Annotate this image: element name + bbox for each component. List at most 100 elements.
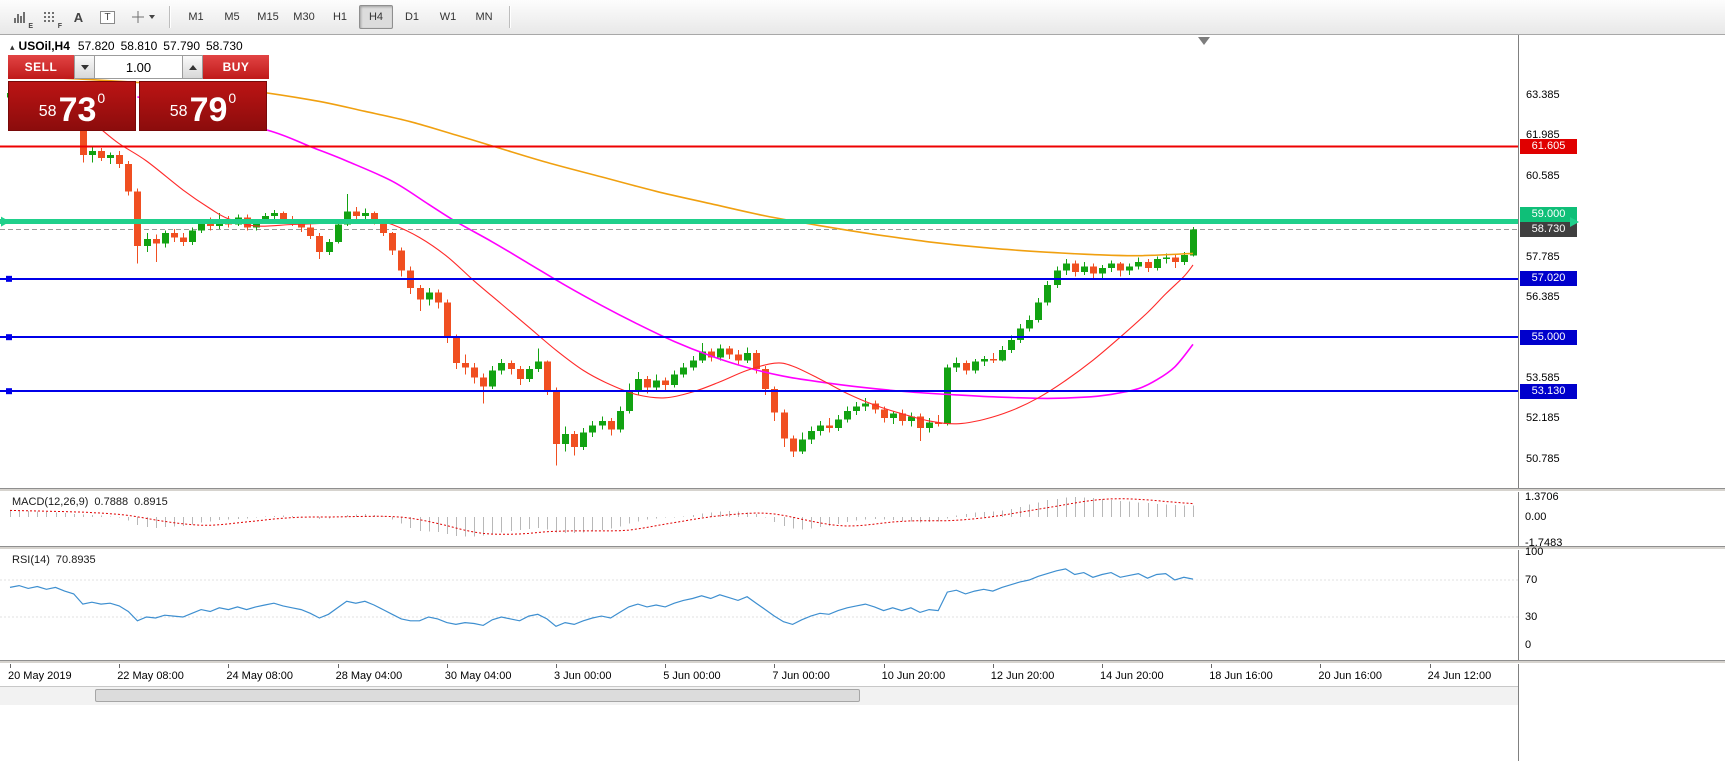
timeframe-button-mn[interactable]: MN [475,11,493,23]
toolbar-separator [509,6,511,28]
text-label-icon[interactable]: A [65,5,92,29]
timeframe-group: M1 M5 M15 M30 H1 H4 D1 W1 MN [178,5,502,29]
price-axis-tick: 57.785 [1526,250,1560,263]
rsi-value: 70.8935 [55,554,96,566]
candle-body [626,390,633,411]
one-click-toggle-icon[interactable]: ▴ [10,42,15,52]
time-axis-tick [10,664,11,668]
indicators-icon[interactable]: E [7,5,34,30]
sell-button[interactable]: SELL [8,55,74,79]
candle-body [744,353,751,361]
timeframe-button-m5[interactable]: M5 [224,11,240,23]
close-value: 58.730 [206,39,243,53]
open-value: 57.820 [77,39,115,53]
chart-shift-marker-icon[interactable] [1198,37,1210,45]
candle-body [963,363,970,371]
rsi-axis-tick: 100 [1525,546,1544,559]
candle-body [781,412,788,439]
candle-body [680,367,687,375]
candle-body [617,410,624,430]
rsi-indicator-canvas[interactable] [0,550,1518,660]
price-axis-tick: 52.185 [1526,412,1560,425]
timeframe-button-w1[interactable]: W1 [439,11,457,23]
candle-body [799,439,806,452]
time-axis-tick [1102,664,1103,668]
cursor-tool-icon[interactable] [123,5,161,29]
timeframe-button-m15[interactable]: M15 [257,11,279,23]
sell-price-display[interactable]: 58 73 0 [8,81,136,131]
date-label: 3 Jun 00:00 [554,670,612,682]
date-label: 22 May 08:00 [117,670,184,682]
rsi-line [9,568,1194,627]
pane-splitter[interactable] [0,488,1725,492]
candle-body [180,237,187,242]
candle-body [717,348,724,358]
text-box-icon[interactable]: T [94,5,121,29]
pane-splitter[interactable] [0,660,1725,664]
candle-body [316,236,323,252]
volume-input[interactable] [95,55,182,79]
rsi-name: RSI(14) [12,554,50,566]
candle-body [662,380,669,385]
time-axis-tick [883,664,885,668]
timeframe-button-h4[interactable]: H4 [359,5,393,29]
candle-body [144,238,151,247]
ma-medium-magenta-line[interactable] [137,96,1194,400]
volume-increase-button[interactable] [182,55,203,79]
candle-body [444,302,451,338]
candle-body [189,230,196,242]
ma-fast-red-line[interactable] [100,128,1194,425]
buy-button[interactable]: BUY [203,55,269,79]
price-axis-tick: 50.785 [1526,452,1560,465]
grid-icon[interactable]: F [36,5,63,30]
candle-body [935,422,942,424]
candle-body [790,438,797,452]
pane-splitter[interactable] [0,546,1725,550]
date-label: 5 Jun 00:00 [663,670,721,682]
timeframe-button-d1[interactable]: D1 [404,11,420,23]
candle-body [1017,328,1024,341]
candle-body [1163,257,1170,260]
scrollbar-thumb[interactable] [95,689,860,702]
candle-body [690,360,697,368]
macd-axis-tick: -1.7483 [1525,536,1563,549]
candle-body [853,406,860,411]
time-axis[interactable]: 20 May 2019 22 May 08:00 24 May 08:00 28 Ma… [0,664,1518,686]
line-handle[interactable] [6,334,12,341]
symbol-label: USOil,H4 [18,39,70,53]
horizontal-scrollbar[interactable] [0,686,1518,705]
timeframe-button-m30[interactable]: M30 [293,11,315,23]
candle-body [280,212,287,219]
line-start-arrow-icon [1,216,10,227]
timeframe-button-m1[interactable]: M1 [188,11,204,23]
candle-body [926,422,933,429]
candle-body [335,224,342,242]
candle-body [107,155,114,159]
line-handle[interactable] [6,388,12,395]
chevron-down-icon [148,15,155,19]
candle-body [125,163,132,192]
candle-body [999,350,1006,361]
timeframe-button-h1[interactable]: H1 [332,11,348,23]
line-handle[interactable] [6,275,12,282]
bar-chart-icon [14,12,25,23]
price-axis-tick: 53.585 [1526,372,1560,385]
candle-body [198,221,205,231]
price-tag-59.000: 59.000 [1520,207,1577,223]
macd-indicator-label: MACD(12,26,9) 0.7888 0.8915 [12,496,174,508]
candle-body [398,250,405,271]
crosshair-icon [131,11,144,23]
sell-price-prefix: 58 [38,103,57,120]
caret-down-icon [80,64,89,70]
candle-body [890,413,897,419]
candle-body [1081,266,1088,273]
volume-decrease-button[interactable] [74,55,95,79]
rsi-axis-tick: 0 [1525,638,1532,651]
macd-indicator-canvas[interactable] [0,492,1518,546]
price-axis[interactable]: 63.38561.98560.58559.18557.78556.38554.9… [1518,35,1725,761]
candle-body [1063,263,1070,271]
candle-body [953,363,960,368]
buy-price-display[interactable]: 58 79 0 [139,81,267,131]
candle-body [1026,319,1033,329]
candle-body [389,233,396,251]
